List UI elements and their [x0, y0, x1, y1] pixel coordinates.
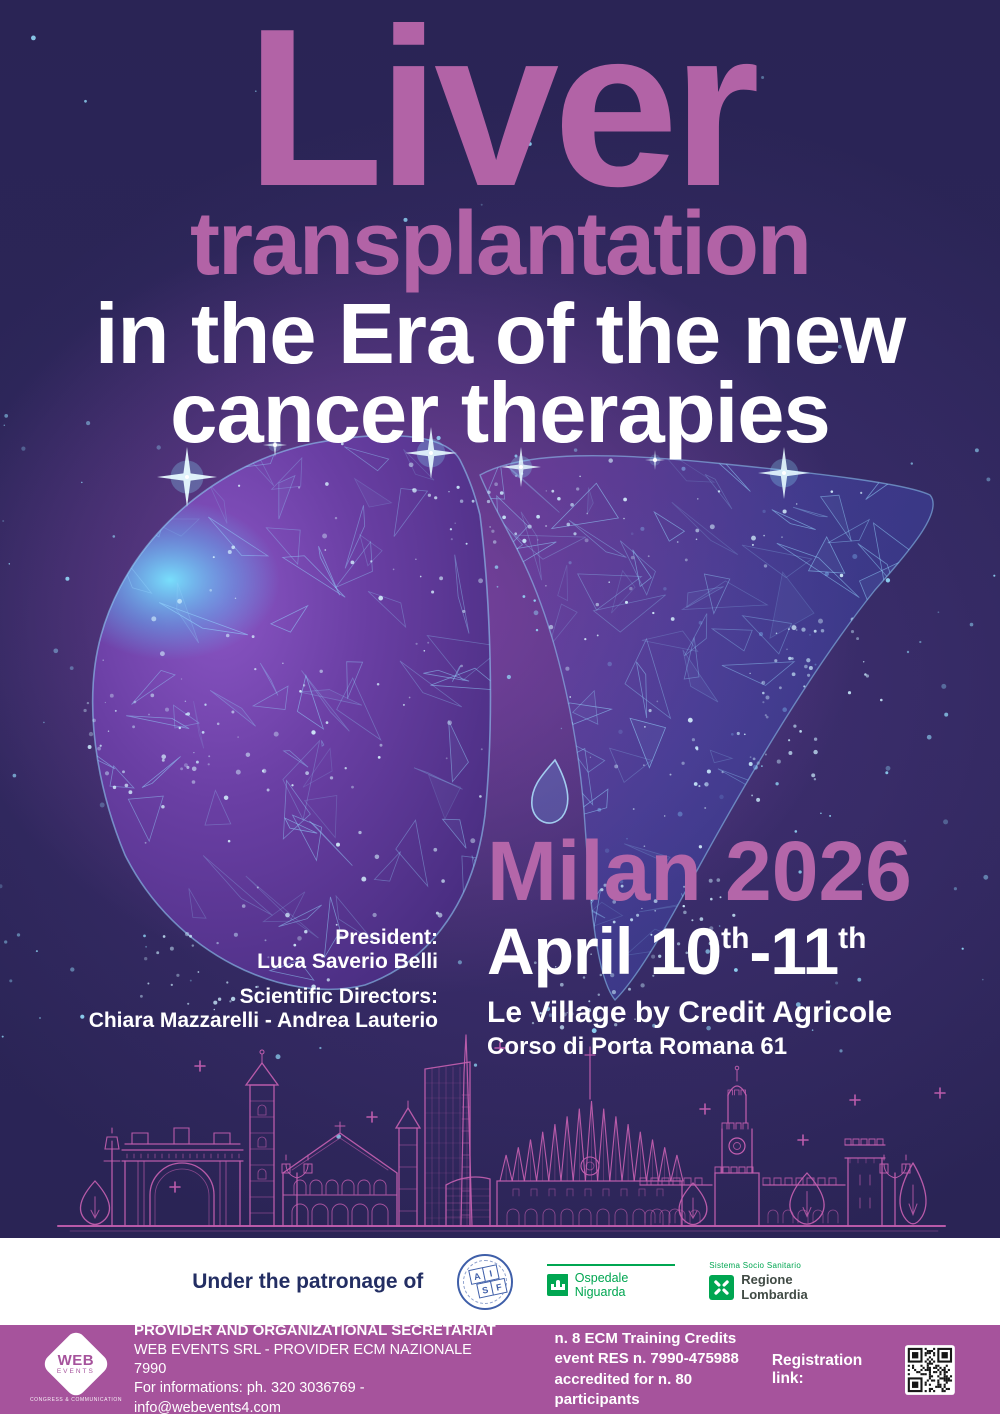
provider-line-1: WEB EVENTS SRL - PROVIDER ECM NAZIONALE …: [134, 1342, 472, 1378]
directors-names: Chiara Mazzarelli - Andrea Lauterio: [88, 1008, 438, 1032]
event-venue: Le Village by Credit Agricole: [487, 995, 893, 1029]
ecm-credits-block: n. 8 ECM Training Credits event RES n. 7…: [555, 1329, 772, 1410]
event-address: Corso di Porta Romana 61: [487, 1032, 788, 1060]
lombardia-name: Regione Lombardia: [741, 1272, 808, 1302]
niguarda-rule: [547, 1264, 676, 1266]
title-block: Liver transplantation in the Era of the …: [0, 0, 1000, 461]
provider-block: PROVIDER AND ORGANIZATIONAL SECRETARIAT …: [134, 1321, 500, 1414]
provider-line-2: For informations: ph. 320 3036769 - info…: [134, 1380, 365, 1414]
milan-skyline-illustration: [57, 1034, 946, 1232]
title-line-transplantation: transplantation: [189, 194, 812, 294]
liver-right-lobe: [480, 455, 934, 1000]
committee-block: President: Luca Saverio Belli Scientific…: [40, 926, 438, 1032]
niguarda-bridge-icon: [547, 1273, 568, 1296]
liver-left-lobe: [92, 435, 491, 990]
niguarda-name: Ospedale Niguarda: [574, 1270, 629, 1299]
president-label: President:: [335, 926, 438, 949]
web-events-tagline: CONGRESS & COMMUNICATION: [29, 1396, 123, 1403]
registration-label: Registration link:: [771, 1351, 863, 1387]
patronage-label: Under the patronage of: [192, 1269, 424, 1293]
web-events-logo: WEB EVENTS CONGRESS & COMMUNICATION: [30, 1328, 121, 1403]
president-name: Luca Saverio Belli: [257, 949, 438, 973]
event-details: Milan 2026 April 10th-11th Le Village by…: [487, 824, 957, 1061]
ecm-line-2: event RES n. 7990-475988: [554, 1350, 739, 1368]
ecm-line-1: n. 8 ECM Training Credits: [554, 1330, 737, 1347]
ospedale-niguarda-logo: Ospedale Niguarda: [547, 1264, 676, 1299]
web-events-diamond-icon: WEB EVENTS: [40, 1328, 112, 1399]
event-city-year: Milan 2026: [487, 824, 912, 918]
lombardia-system-label: Sistema Socio Sanitario: [709, 1261, 802, 1271]
liver-wireframe-illustration: [83, 427, 934, 1030]
ecm-line-3: accredited for n. 80 participants: [554, 1370, 693, 1408]
subtitle-line-2: cancer therapies: [170, 365, 831, 461]
footer-bar: WEB EVENTS CONGRESS & COMMUNICATION PROV…: [0, 1322, 1000, 1414]
provider-heading: PROVIDER AND ORGANIZATIONAL SECRETARIAT: [134, 1322, 496, 1340]
rosa-camuna-icon: [709, 1275, 735, 1300]
title-line-liver: Liver: [246, 0, 760, 233]
gallbladder-drop: [531, 758, 569, 824]
aisf-ring: [463, 1259, 508, 1304]
directors-label: Scientific Directors:: [239, 985, 438, 1009]
regione-lombardia-logo: Sistema Socio Sanitario Regione Lombardia: [709, 1261, 808, 1302]
subtitle-line-1: in the Era of the new: [94, 286, 906, 382]
lens-flare-sparkles: [157, 427, 810, 507]
qr-code[interactable]: [905, 1344, 955, 1396]
event-dates: April 10th-11th: [487, 913, 867, 988]
